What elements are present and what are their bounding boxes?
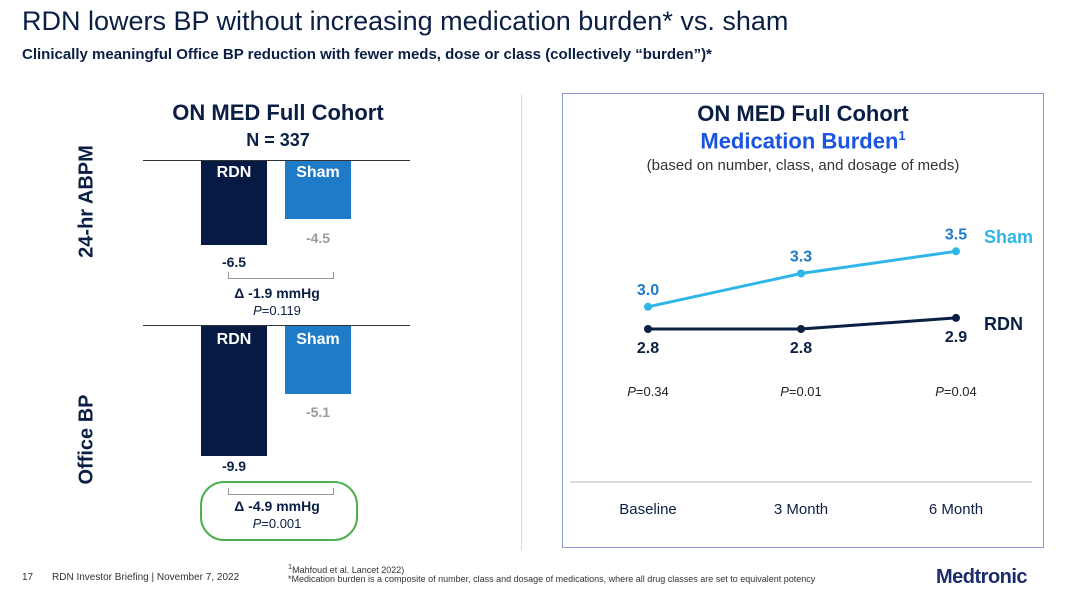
office-delta: Δ -4.9 mmHg (234, 498, 320, 514)
p-value-label: P=0.34 (627, 384, 669, 399)
x-tick-label: Baseline (619, 501, 677, 518)
rdn-point (952, 313, 960, 322)
rdn-point (797, 325, 805, 333)
sham-point (644, 302, 652, 311)
abpm-rdn-value: -6.5 (221, 254, 247, 270)
sham-point (952, 247, 960, 256)
rdn-series-name: RDN (984, 314, 1023, 334)
abpm-sham-value: -4.5 (305, 230, 331, 246)
rdn-data-label: 2.9 (945, 329, 967, 346)
rdn-point (644, 325, 652, 333)
right-chart-title: ON MED Full Cohort (697, 101, 909, 126)
abpm-p-value: P=0.119 (253, 303, 301, 318)
footnote-reference: 1Mahfoud et al. Lancet 2022) (288, 562, 405, 575)
page-number: 17 (22, 572, 34, 583)
footnote-definition: *Medication burden is a composite of num… (288, 574, 816, 584)
x-tick-label: 3 Month (774, 501, 828, 518)
significance-highlight (200, 481, 358, 541)
abpm-rdn-bar (201, 161, 267, 245)
office-rdn-value: -9.9 (221, 458, 247, 474)
office-rdn-bar (201, 326, 267, 456)
right-chart-note: (based on number, class, and dosage of m… (646, 157, 960, 174)
page-subtitle: Clinically meaningful Office BP reductio… (22, 46, 712, 63)
office-sham-bar (285, 326, 351, 394)
abpm-sham-bar (285, 161, 351, 219)
abpm-axis-label: 24-hr ABPM (75, 145, 98, 258)
office-baseline (143, 325, 410, 326)
panel-divider (521, 95, 522, 550)
office-bracket (228, 488, 334, 495)
abpm-delta: Δ -1.9 mmHg (234, 285, 320, 301)
office-p-value: P=0.001 (252, 516, 302, 531)
abpm-bracket (228, 272, 334, 279)
abpm-sham-bar-label: Sham (296, 164, 340, 181)
medication-burden-panel (562, 93, 1044, 548)
office-axis-label: Office BP (75, 394, 98, 485)
sham-data-label: 3.5 (945, 226, 967, 243)
p-value-label: P=0.01 (780, 384, 822, 399)
medtronic-logo: Medtronic (936, 566, 1028, 588)
office-sham-value: -5.1 (305, 404, 331, 420)
medication-burden-chart: Baseline 3 Month 6 Month 3.0 3.3 3.5 Sham 2.8 2.… (570, 226, 1033, 518)
office-sham-bar-label: Sham (296, 331, 340, 348)
p-value-label: P=0.04 (935, 384, 977, 399)
sham-data-label: 3.0 (637, 282, 659, 299)
x-tick-label: 6 Month (929, 501, 983, 518)
rdn-data-label: 2.8 (790, 340, 812, 357)
cohort-size: N = 337 (246, 130, 310, 150)
briefing-label: RDN Investor Briefing | November 7, 2022 (52, 572, 240, 583)
sham-series-name: Sham (984, 227, 1033, 247)
rdn-data-label: 2.8 (637, 340, 659, 357)
abpm-rdn-bar-label: RDN (216, 164, 252, 181)
right-chart-subtitle: Medication Burden1 (700, 128, 906, 154)
sham-point (797, 269, 805, 278)
left-chart-title: ON MED Full Cohort (172, 100, 384, 125)
page-title: RDN lowers BP without increasing medicat… (22, 6, 789, 36)
sham-data-label: 3.3 (790, 249, 812, 266)
abpm-baseline (143, 160, 410, 161)
office-rdn-bar-label: RDN (216, 331, 252, 348)
